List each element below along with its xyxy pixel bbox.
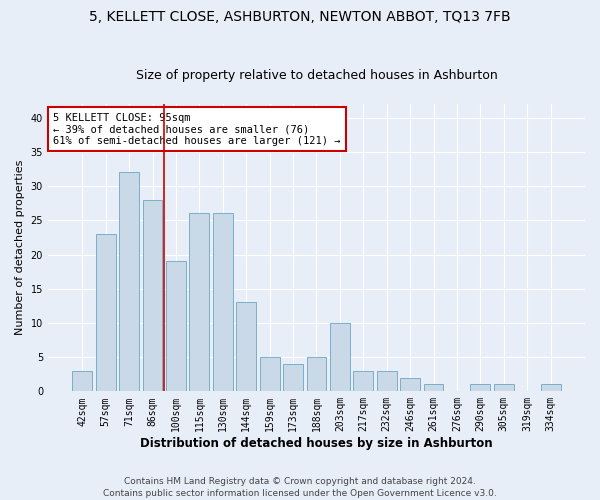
Bar [190,214,209,392]
Bar [96,234,116,392]
Bar [213,214,233,392]
Bar [236,302,256,392]
Bar [166,262,186,392]
Bar [494,384,514,392]
Bar [377,371,397,392]
Text: 5 KELLETT CLOSE: 95sqm
← 39% of detached houses are smaller (76)
61% of semi-det: 5 KELLETT CLOSE: 95sqm ← 39% of detached… [53,112,341,146]
Bar [119,172,139,392]
Bar [470,384,490,392]
Bar [260,357,280,392]
Bar [307,357,326,392]
Text: 5, KELLETT CLOSE, ASHBURTON, NEWTON ABBOT, TQ13 7FB: 5, KELLETT CLOSE, ASHBURTON, NEWTON ABBO… [89,10,511,24]
Y-axis label: Number of detached properties: Number of detached properties [15,160,25,336]
Bar [73,371,92,392]
Bar [400,378,420,392]
Bar [353,371,373,392]
Bar [283,364,303,392]
X-axis label: Distribution of detached houses by size in Ashburton: Distribution of detached houses by size … [140,437,493,450]
Text: Contains HM Land Registry data © Crown copyright and database right 2024.
Contai: Contains HM Land Registry data © Crown c… [103,476,497,498]
Bar [143,200,163,392]
Bar [541,384,560,392]
Bar [424,384,443,392]
Bar [330,323,350,392]
Title: Size of property relative to detached houses in Ashburton: Size of property relative to detached ho… [136,69,497,82]
